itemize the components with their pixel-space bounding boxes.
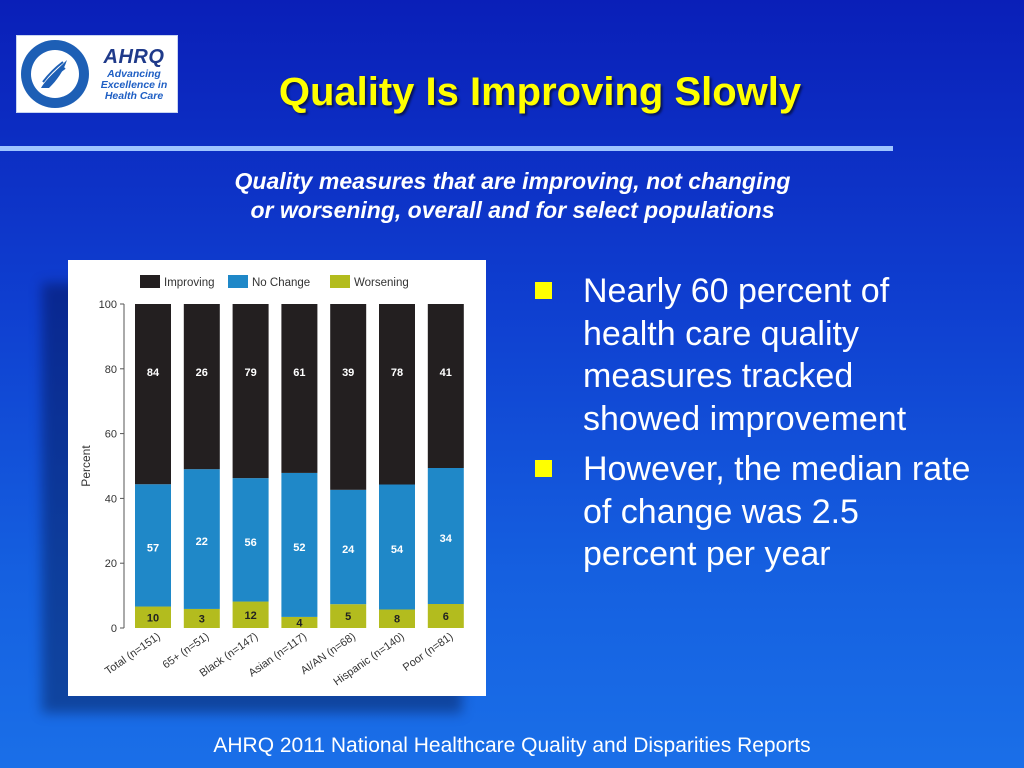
bar-segment xyxy=(232,601,269,628)
stacked-bar-chart: 0 20 40 60 80 100 Percent Improving No Change Wor… xyxy=(79,275,464,688)
bar-data-label: 10 xyxy=(147,612,159,624)
bar-data-label: 57 xyxy=(147,542,159,554)
hhs-seal-logo xyxy=(19,38,91,110)
bar-segment xyxy=(183,469,220,609)
bullet-square-icon xyxy=(535,460,552,477)
ahrq-wordmark: AHRQ xyxy=(103,46,165,68)
bullet-item: Nearly 60 percent of health care quality… xyxy=(533,270,973,440)
bar-data-label: 41 xyxy=(440,367,452,379)
bullet-list: Nearly 60 percent of health care quality… xyxy=(533,270,973,584)
slide-footer: AHRQ 2011 National Healthcare Quality an… xyxy=(213,734,811,757)
bar-data-label: 56 xyxy=(244,537,256,549)
ahrq-tagline-1: Advancing xyxy=(107,68,161,80)
bar-data-label: 5 xyxy=(345,611,351,623)
bar-data-label: 22 xyxy=(196,536,208,548)
bar-segment xyxy=(330,604,367,628)
bullet-square-icon xyxy=(535,282,552,299)
bar-data-label: 61 xyxy=(293,367,305,379)
y-tick-label: 60 xyxy=(105,429,117,441)
y-tick-label: 0 xyxy=(111,623,117,635)
bar-segment xyxy=(135,606,171,628)
x-category-label: Poor (n=81) xyxy=(401,631,456,674)
bar-data-label: 8 xyxy=(394,614,400,626)
slide-title: Quality Is Improving Slowly xyxy=(278,70,802,114)
bar-data-label: 52 xyxy=(293,542,305,554)
legend-label: Improving xyxy=(164,277,215,289)
bar-segment xyxy=(281,472,318,617)
bar-data-label: 3 xyxy=(199,613,205,625)
bar-data-label: 79 xyxy=(244,367,256,379)
legend-label: Worsening xyxy=(354,277,409,289)
bar-segment xyxy=(135,304,171,485)
legend-swatch xyxy=(330,275,350,288)
x-category-label: Total (n=151) xyxy=(103,631,163,678)
bar-segment xyxy=(281,616,318,628)
bar-data-label: 84 xyxy=(147,367,160,379)
bar-data-label: 12 xyxy=(244,610,256,622)
y-tick-label: 20 xyxy=(105,558,117,570)
bar-data-label: 6 xyxy=(443,611,449,623)
bullet-text: However, the median rate of change was 2… xyxy=(583,450,971,573)
subtitle-line-2: or worsening, overall and for select pop… xyxy=(250,197,775,223)
legend-swatch xyxy=(140,275,160,288)
bar-segment xyxy=(379,484,415,610)
bar-segment xyxy=(427,604,464,628)
bar-segment xyxy=(330,304,367,490)
y-tick-label: 40 xyxy=(105,493,117,505)
subtitle-line-1: Quality measures that are improving, not… xyxy=(234,168,791,194)
bullet-item: However, the median rate of change was 2… xyxy=(533,448,973,576)
y-tick-label: 80 xyxy=(105,364,117,376)
bar-data-label: 34 xyxy=(440,533,453,545)
bar-segment xyxy=(427,304,464,468)
bar-segment xyxy=(427,468,464,604)
bullet-text: Nearly 60 percent of health care quality… xyxy=(583,272,907,438)
ahrq-tagline-2: Excellence in xyxy=(100,79,168,91)
bar-data-label: 39 xyxy=(342,367,354,379)
bar-segment xyxy=(135,484,171,607)
bar-data-label: 78 xyxy=(391,367,403,379)
bar-segment xyxy=(330,489,367,605)
bar-segment xyxy=(379,304,415,485)
chart-frame: 0 20 40 60 80 100 Percent Improving No Change Wor… xyxy=(68,260,486,696)
bar-data-label: 26 xyxy=(196,367,208,379)
ahrq-logo: AHRQ Advancing Excellence in Health Care xyxy=(93,38,175,110)
bar-segment xyxy=(183,304,220,470)
legend-label: No Change xyxy=(252,277,310,289)
slide-subtitle: Quality measures that are improving, not… xyxy=(120,167,905,225)
bar-data-label: 54 xyxy=(391,544,404,556)
ahrq-tagline-3: Health Care xyxy=(104,90,164,102)
bar-data-label: 4 xyxy=(296,617,303,629)
y-axis-label: Percent xyxy=(79,445,93,487)
bar-segment xyxy=(281,304,318,473)
y-tick-label: 100 xyxy=(99,299,117,311)
bar-segment xyxy=(183,608,220,628)
legend-swatch xyxy=(228,275,248,288)
logo-box: AHRQ Advancing Excellence in Health Care xyxy=(16,35,178,113)
bar-data-label: 24 xyxy=(342,544,355,556)
bar-segment xyxy=(379,609,415,628)
title-divider xyxy=(0,146,893,151)
bar-segment xyxy=(232,304,269,479)
bar-segment xyxy=(232,478,269,602)
